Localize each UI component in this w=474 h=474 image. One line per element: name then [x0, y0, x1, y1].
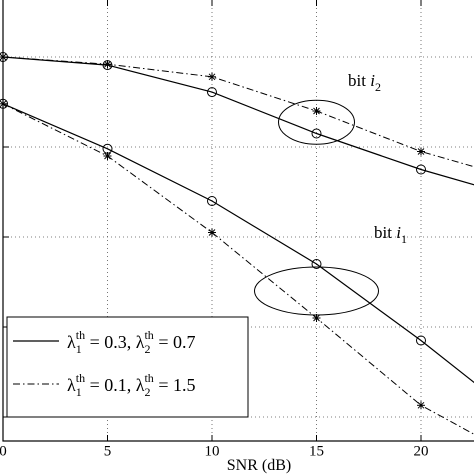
marker-star-stroke — [208, 73, 216, 81]
legend: λ1th = 0.3, λ2th = 0.7 λ1th = 0.1, λ2th … — [6, 316, 249, 418]
annotation-ellipses — [254, 99, 379, 316]
marker-circle — [416, 164, 426, 175]
ellipse-bit-i2 — [278, 99, 355, 145]
plot-frame — [2, 0, 474, 442]
marker-circle — [311, 128, 322, 139]
marker-star — [417, 147, 425, 156]
x-tick-label: 0 — [0, 444, 7, 460]
series-line-2 — [2, 56, 474, 168]
marker-circle — [416, 335, 426, 346]
marker-circle — [207, 87, 217, 98]
x-tick-label: 15 — [309, 444, 324, 460]
marker-circle — [311, 259, 322, 269]
annotation-bit-i2: bit i2 — [348, 71, 381, 94]
marker-star-stroke — [104, 152, 111, 160]
marker-star-stroke — [417, 148, 425, 155]
marker-star-stroke — [208, 229, 216, 236]
x-tick-label: 10 — [205, 444, 220, 460]
legend-box — [6, 316, 249, 418]
marker-star — [417, 401, 425, 410]
marker-star-stroke — [313, 314, 320, 322]
series-line-3 — [2, 103, 474, 384]
annotation-bit-i1: bit i1 — [374, 223, 407, 246]
series-line-4 — [2, 103, 474, 435]
x-tick-label: 20 — [414, 444, 429, 460]
marker-star — [208, 228, 216, 237]
marker-star — [312, 107, 321, 115]
marker-star-stroke — [104, 60, 111, 68]
marker-star-stroke — [417, 401, 425, 409]
series-group — [2, 56, 474, 435]
marker-circle — [207, 196, 217, 206]
legend-label-1: λ1th = 0.3, λ2th = 0.7 — [67, 328, 195, 356]
marker-star — [103, 60, 112, 69]
x-tick-label: 5 — [104, 444, 112, 460]
x-axis-label: SNR (dB) — [227, 457, 291, 474]
marker-star — [103, 152, 112, 160]
series-line-1 — [2, 56, 474, 186]
x-tick-labels: 0 5 10 15 20 — [0, 444, 429, 460]
legend-label-2: λ1th = 0.1, λ2th = 1.5 — [67, 371, 195, 399]
ellipse-bit-i1 — [254, 266, 379, 316]
grid-lines — [3, 0, 474, 441]
marker-star-stroke — [313, 107, 320, 115]
marker-star — [208, 72, 216, 81]
